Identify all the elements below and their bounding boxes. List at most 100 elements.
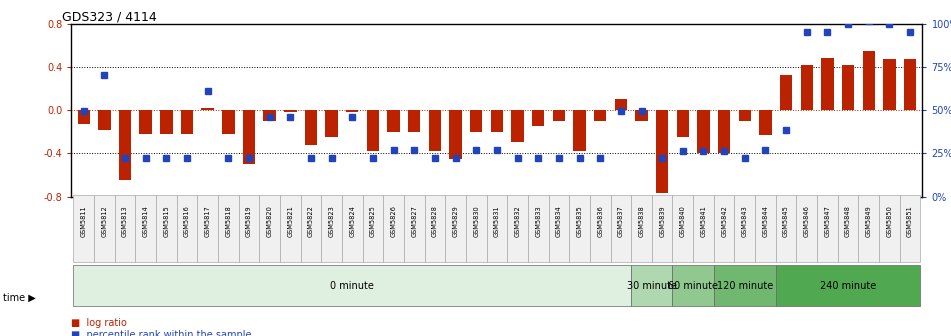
Bar	[160, 110, 172, 134]
Bar	[838, 195, 859, 262]
Bar	[776, 265, 921, 306]
Text: 120 minute: 120 minute	[717, 281, 773, 291]
Text: GSM5828: GSM5828	[432, 205, 437, 237]
Text: GSM5838: GSM5838	[638, 205, 645, 237]
Text: GSM5837: GSM5837	[618, 205, 624, 237]
Bar	[801, 65, 813, 110]
Bar	[301, 195, 321, 262]
Bar	[759, 110, 771, 135]
Text: GSM5835: GSM5835	[576, 205, 583, 237]
Text: GSM5812: GSM5812	[102, 205, 107, 237]
Text: GSM5825: GSM5825	[370, 205, 376, 237]
Text: 30 minute: 30 minute	[627, 281, 677, 291]
Bar	[223, 110, 235, 134]
Bar	[424, 195, 445, 262]
Bar	[734, 195, 755, 262]
Bar	[119, 110, 131, 180]
Bar	[408, 110, 420, 132]
Bar	[553, 110, 565, 121]
Text: GSM5841: GSM5841	[701, 205, 707, 237]
Bar	[78, 110, 90, 124]
Text: GSM5816: GSM5816	[184, 205, 190, 237]
Bar	[776, 195, 796, 262]
Text: GSM5822: GSM5822	[308, 205, 314, 237]
Text: GSM5830: GSM5830	[474, 205, 479, 237]
Text: 240 minute: 240 minute	[820, 281, 876, 291]
Text: GSM5826: GSM5826	[391, 205, 397, 237]
Bar	[635, 110, 648, 121]
Bar	[218, 195, 239, 262]
Bar	[672, 195, 693, 262]
Bar	[507, 195, 528, 262]
Bar	[115, 195, 135, 262]
Bar	[590, 195, 611, 262]
Text: GDS323 / 4114: GDS323 / 4114	[62, 10, 157, 23]
Bar	[755, 195, 776, 262]
Bar	[362, 195, 383, 262]
Bar	[346, 110, 359, 112]
Text: GSM5840: GSM5840	[680, 205, 686, 237]
Bar	[817, 195, 838, 262]
Text: GSM5836: GSM5836	[597, 205, 603, 237]
Bar	[859, 195, 879, 262]
Text: GSM5845: GSM5845	[783, 205, 789, 237]
Text: GSM5815: GSM5815	[164, 205, 169, 237]
Text: GSM5814: GSM5814	[143, 205, 148, 237]
Bar	[445, 195, 466, 262]
Bar	[239, 195, 260, 262]
Bar	[780, 76, 792, 110]
Bar	[383, 195, 404, 262]
Bar	[73, 195, 94, 262]
Text: ■  percentile rank within the sample: ■ percentile rank within the sample	[71, 330, 252, 336]
Bar	[198, 195, 218, 262]
Text: GSM5813: GSM5813	[122, 205, 128, 237]
Bar	[177, 195, 198, 262]
Bar	[181, 110, 193, 134]
Bar	[528, 195, 549, 262]
Bar	[73, 265, 631, 306]
Text: GSM5842: GSM5842	[721, 205, 728, 237]
Bar	[631, 195, 651, 262]
Bar	[263, 110, 276, 121]
Bar	[570, 195, 590, 262]
Bar	[822, 58, 834, 110]
Bar	[487, 195, 507, 262]
Bar	[342, 195, 362, 262]
Text: GSM5832: GSM5832	[514, 205, 520, 237]
Text: GSM5817: GSM5817	[204, 205, 211, 237]
Bar	[714, 265, 776, 306]
Bar	[883, 59, 896, 110]
Text: GSM5819: GSM5819	[246, 205, 252, 237]
Bar	[614, 99, 627, 110]
Bar	[470, 110, 482, 132]
Bar	[260, 195, 280, 262]
Text: GSM5839: GSM5839	[659, 205, 665, 237]
Text: GSM5843: GSM5843	[742, 205, 747, 237]
Bar	[879, 195, 900, 262]
Text: GSM5846: GSM5846	[804, 205, 810, 237]
Bar	[466, 195, 487, 262]
Bar	[325, 110, 338, 137]
Text: GSM5811: GSM5811	[81, 205, 87, 237]
Bar	[94, 195, 115, 262]
Text: GSM5849: GSM5849	[865, 205, 872, 237]
Text: ■  log ratio: ■ log ratio	[71, 318, 127, 328]
Bar	[243, 110, 255, 164]
Bar	[796, 195, 817, 262]
Text: time ▶: time ▶	[3, 292, 35, 302]
Bar	[135, 195, 156, 262]
Text: 60 minute: 60 minute	[669, 281, 718, 291]
Bar	[491, 110, 503, 132]
Text: GSM5833: GSM5833	[535, 205, 541, 237]
Bar	[304, 110, 318, 145]
Bar	[631, 265, 672, 306]
Bar	[280, 195, 301, 262]
Text: GSM5844: GSM5844	[763, 205, 768, 237]
Bar	[863, 50, 875, 110]
Bar	[404, 195, 424, 262]
Text: GSM5821: GSM5821	[287, 205, 293, 237]
Bar	[594, 110, 607, 121]
Bar	[532, 110, 544, 126]
Text: GSM5847: GSM5847	[825, 205, 830, 237]
Bar	[651, 195, 672, 262]
